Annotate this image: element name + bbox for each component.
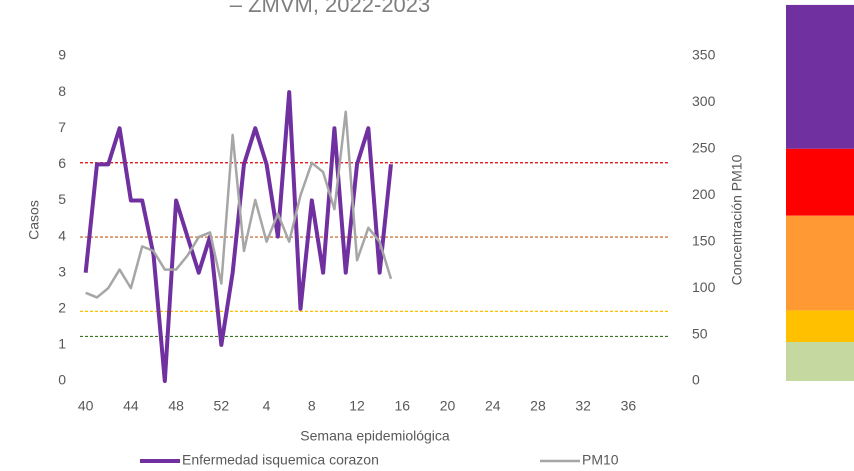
y2-tick-label: 300 [692, 93, 716, 109]
y-tick-label: 6 [58, 155, 66, 171]
y-tick-label: 8 [58, 83, 66, 99]
x-tick-label: 12 [349, 398, 365, 414]
y2-tick-label: 0 [692, 372, 700, 388]
x-axis-label: Semana epidemiológica [300, 428, 450, 444]
color-band [786, 342, 854, 381]
legend-label: PM10 [582, 452, 619, 468]
x-tick-label: 16 [394, 398, 410, 414]
y-tick-label: 3 [58, 263, 66, 279]
y-tick-label: 0 [58, 372, 66, 388]
legend-label: Enfermedad isquemica corazon [182, 452, 379, 468]
x-tick-label: 32 [575, 398, 591, 414]
x-tick-label: 36 [621, 398, 637, 414]
y2-tick-label: 50 [692, 325, 708, 341]
y2-tick-label: 100 [692, 279, 716, 295]
y-tick-label: 1 [58, 336, 66, 352]
y-tick-label: 9 [58, 47, 66, 63]
y-tick-label: 4 [58, 227, 66, 243]
y-tick-label: 2 [58, 299, 66, 315]
x-tick-label: 24 [485, 398, 501, 414]
y-axis-label: Casos [26, 200, 42, 240]
x-tick-label: 28 [530, 398, 546, 414]
x-tick-label: 8 [308, 398, 316, 414]
color-band [786, 148, 854, 216]
series-line [85, 110, 393, 299]
y2-tick-label: 350 [692, 47, 716, 63]
color-band [786, 4, 854, 149]
y2-axis-label: Concentración PM10 [729, 154, 745, 285]
x-tick-label: 4 [263, 398, 271, 414]
y2-tick-label: 200 [692, 186, 716, 202]
color-band [786, 310, 854, 342]
y2-tick-label: 150 [692, 232, 716, 248]
x-tick-label: 52 [214, 398, 230, 414]
y-tick-label: 7 [58, 119, 66, 135]
color-band [786, 215, 854, 311]
y-tick-label: 5 [58, 191, 66, 207]
y2-tick-label: 250 [692, 140, 716, 156]
chart-title: – ZMVM, 2022-2023 [230, 0, 431, 17]
x-tick-label: 40 [78, 398, 94, 414]
x-tick-label: 20 [440, 398, 456, 414]
x-tick-label: 48 [168, 398, 184, 414]
x-tick-label: 44 [123, 398, 139, 414]
series-line [83, 90, 393, 383]
